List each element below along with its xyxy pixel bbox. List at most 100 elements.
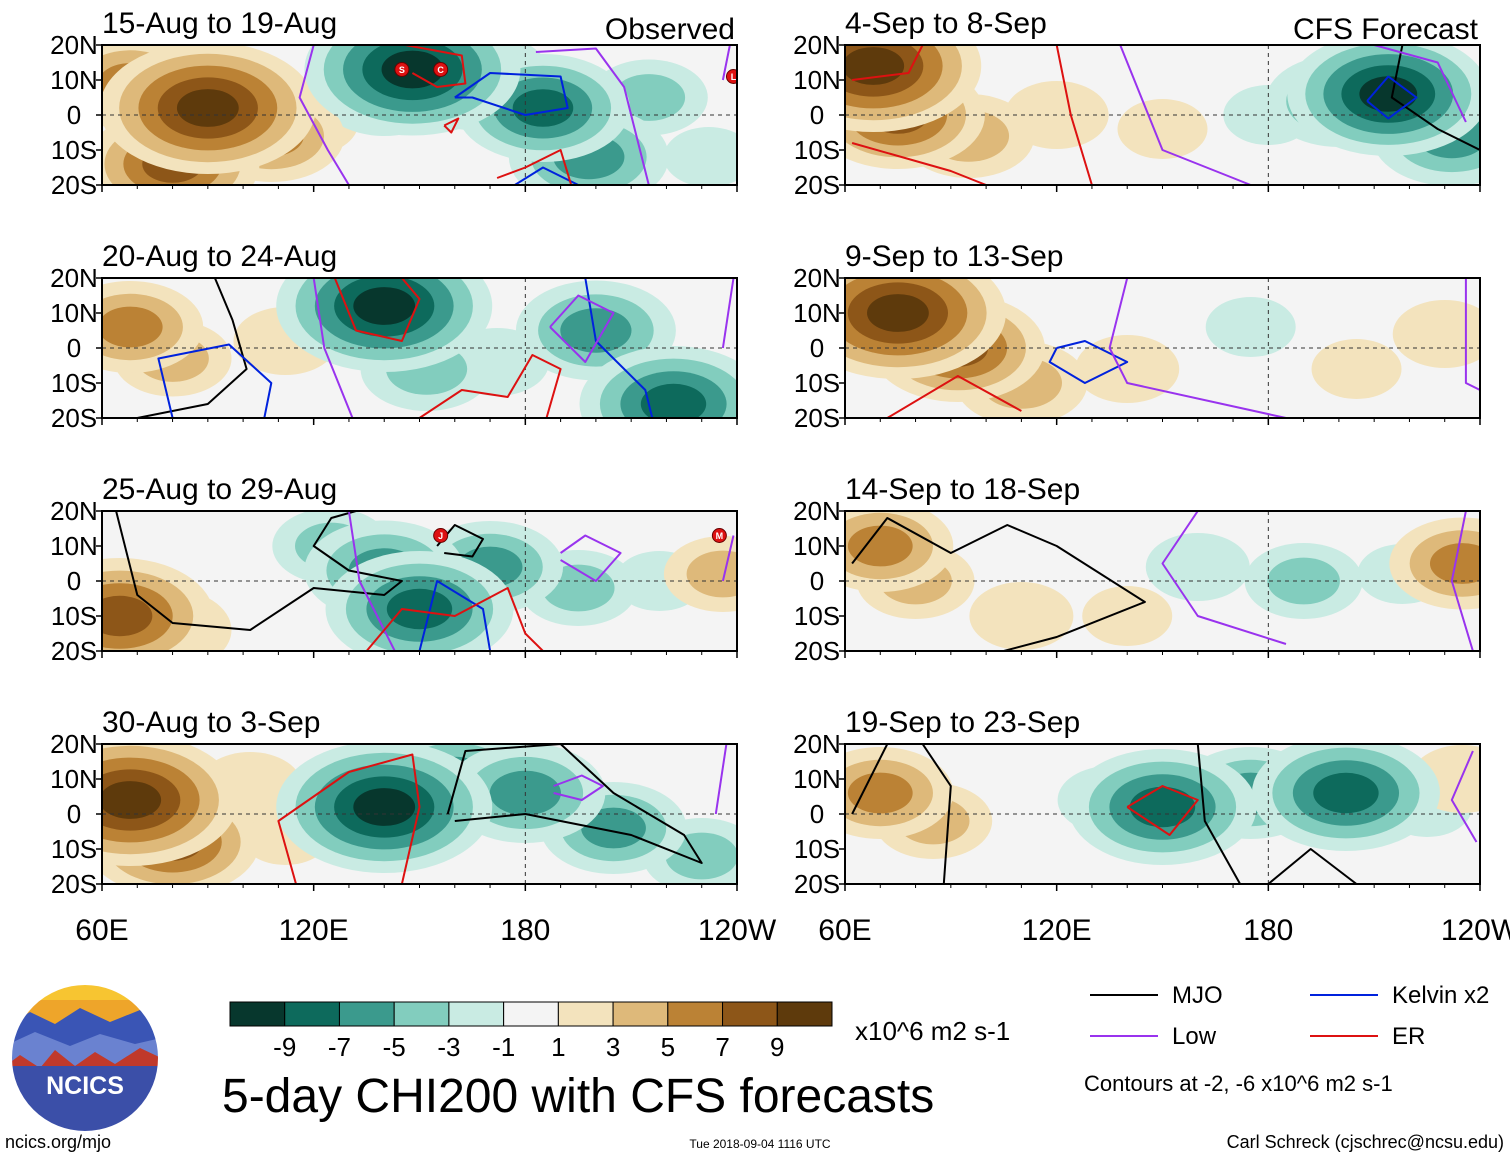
storm-label: S <box>399 65 405 75</box>
field-anomaly <box>1359 76 1418 112</box>
panel-tag: CFS Forecast <box>1293 13 1479 46</box>
contour-low <box>312 278 354 418</box>
field-anomaly <box>353 788 416 826</box>
field-anomaly <box>663 127 737 185</box>
field-anomaly <box>386 588 453 630</box>
y-tick-label: 10N <box>793 531 841 561</box>
contour-er <box>333 278 421 342</box>
y-tick-label: 20S <box>51 170 97 200</box>
field-anomaly <box>1145 533 1250 601</box>
field-anomaly <box>102 306 163 348</box>
colorbar-tick-label: -7 <box>328 1032 351 1062</box>
y-tick-label: 20S <box>51 403 97 433</box>
storm-marker: S <box>394 62 410 77</box>
field-anomaly <box>969 582 1074 650</box>
y-tick-label: 10S <box>794 834 840 864</box>
contour-low <box>714 744 728 815</box>
field-anomaly <box>560 308 632 353</box>
contour-low <box>347 511 396 651</box>
legend-label: Low <box>1172 1023 1217 1050</box>
field-anomaly <box>1205 297 1296 357</box>
field-anomaly <box>640 383 707 418</box>
storm-label: C <box>437 65 444 75</box>
contour-er <box>277 753 421 884</box>
legend-item: Kelvin x2 <box>1310 982 1489 1009</box>
contour-mjo <box>436 524 484 558</box>
contour-mjo <box>851 517 1146 651</box>
colorbar-tick-label: 3 <box>606 1032 620 1062</box>
x-tick-label: 60E <box>75 914 128 947</box>
contour-mjo <box>1390 45 1480 151</box>
x-tick-label: 120W <box>698 914 777 947</box>
field-anomaly <box>102 595 153 637</box>
contour-low <box>1108 278 1287 418</box>
contour-low <box>1450 511 1474 651</box>
field-anomaly <box>867 294 929 332</box>
y-tick-label: 20N <box>793 30 841 60</box>
y-tick-label: 0 <box>810 799 824 829</box>
panel-8: 20N 10N 0 10S 20S 19-Sep to 23-Sep <box>793 706 1481 899</box>
contour-kelvin <box>1366 75 1418 120</box>
panel-plot-area <box>845 511 1480 651</box>
legend: MJO Kelvin x2 Low ER <box>1090 982 1489 1050</box>
contour-mjo <box>446 744 703 864</box>
contour-er <box>365 587 544 651</box>
y-tick-label: 20S <box>794 636 840 666</box>
storm-marker: J <box>433 528 449 543</box>
legend-label: MJO <box>1172 982 1223 1009</box>
contour-low <box>553 774 604 801</box>
contour-low <box>535 47 650 185</box>
legend-label: Kelvin x2 <box>1392 982 1489 1009</box>
y-tick-label: 0 <box>810 100 824 130</box>
y-tick-label: 20N <box>50 496 98 526</box>
field-anomaly <box>691 287 737 339</box>
panel-date-range: 9-Sep to 13-Sep <box>845 240 1063 273</box>
contour-kelvin <box>157 343 273 418</box>
field-anomaly <box>512 89 574 127</box>
storm-label: J <box>438 531 443 541</box>
legend-label: ER <box>1392 1023 1425 1050</box>
storm-label: M <box>716 531 724 541</box>
y-tick-label: 20S <box>794 403 840 433</box>
colorbar-swatch <box>557 1001 614 1027</box>
y-tick-label: 0 <box>67 566 81 596</box>
logo-text: NCICS <box>46 1072 124 1100</box>
contour-low <box>721 45 731 81</box>
contour-mjo <box>115 511 403 631</box>
contour-er <box>1126 785 1199 836</box>
contour-kelvin <box>514 166 579 185</box>
panel-plot-area <box>845 278 1480 418</box>
field-anomaly <box>845 47 905 85</box>
y-tick-label: 20S <box>794 170 840 200</box>
colorbar-swatch <box>393 1001 450 1027</box>
panel-plot-area <box>845 45 1480 185</box>
x-tick-label: 180 <box>1243 914 1293 947</box>
y-tick-label: 10N <box>50 65 98 95</box>
y-tick-label: 20S <box>51 869 97 899</box>
contour-kelvin <box>418 580 492 651</box>
colorbar-units: x10^6 m2 s-1 <box>855 1016 1010 1046</box>
field-anomaly <box>1311 339 1402 399</box>
field-anomaly <box>1082 586 1173 646</box>
y-tick-label: 10N <box>793 764 841 794</box>
colorbar-swatch <box>338 1001 395 1027</box>
colorbar-swatch <box>284 1001 340 1027</box>
colorbar-tick-label: 5 <box>661 1032 675 1062</box>
contour-low <box>721 535 735 582</box>
field-anomaly <box>353 287 416 325</box>
field-anomaly <box>581 807 646 849</box>
colorbar-tick-label: 7 <box>715 1032 729 1062</box>
chart-title: 5-day CHI200 with CFS forecasts <box>222 1070 934 1123</box>
field-anomaly <box>1392 300 1480 368</box>
y-tick-label: 10S <box>51 368 97 398</box>
panel-date-range: 25-Aug to 29-Aug <box>102 473 337 506</box>
contour-mjo <box>1267 848 1358 884</box>
contour-mjo <box>1196 744 1241 884</box>
y-tick-label: 10S <box>794 368 840 398</box>
colorbar-tick-label: -9 <box>273 1032 296 1062</box>
y-tick-label: 20N <box>793 729 841 759</box>
y-tick-label: 20S <box>794 869 840 899</box>
contour-low <box>560 534 622 582</box>
field-anomaly <box>1117 99 1208 159</box>
